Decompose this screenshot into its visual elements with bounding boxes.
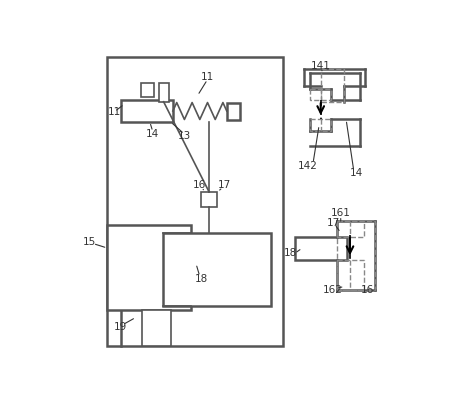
- Bar: [321, 69, 344, 102]
- Bar: [337, 260, 364, 290]
- Bar: [159, 83, 169, 102]
- Text: 13: 13: [178, 131, 191, 141]
- Text: 16: 16: [361, 285, 374, 295]
- Bar: [141, 83, 153, 97]
- Bar: [201, 192, 217, 207]
- Text: 18: 18: [195, 274, 208, 284]
- Text: 15: 15: [83, 237, 97, 247]
- Text: 19: 19: [114, 322, 127, 332]
- Text: 142: 142: [298, 161, 317, 171]
- Bar: [121, 100, 173, 122]
- Text: 141: 141: [311, 61, 331, 71]
- Bar: [310, 119, 332, 131]
- Bar: [337, 221, 375, 290]
- Text: 17: 17: [326, 218, 340, 228]
- Bar: [107, 225, 190, 310]
- Text: 18: 18: [284, 249, 298, 259]
- Text: 162: 162: [323, 285, 343, 295]
- Text: 16: 16: [193, 180, 207, 190]
- Bar: [163, 233, 271, 306]
- Text: 14: 14: [146, 129, 159, 139]
- Text: 11: 11: [108, 107, 121, 117]
- Bar: [227, 103, 240, 120]
- Bar: [295, 237, 347, 260]
- Text: 17: 17: [218, 180, 231, 190]
- Bar: [142, 310, 171, 346]
- Bar: [310, 89, 332, 100]
- Text: 14: 14: [349, 168, 363, 178]
- Text: 161: 161: [331, 208, 351, 218]
- Bar: [107, 57, 283, 346]
- Text: 11: 11: [201, 72, 214, 82]
- Bar: [337, 221, 364, 237]
